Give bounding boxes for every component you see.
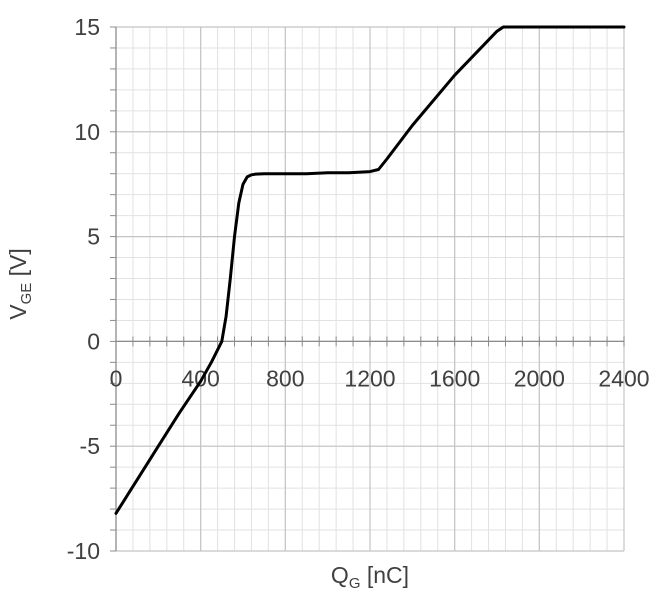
y-tick-labels: 15 10 5 0 -5 -10 (67, 14, 100, 564)
x-tick-label: 1600 (429, 365, 480, 391)
major-gridlines (115, 26, 625, 552)
vge-vs-qg-series-line (114, 25, 626, 515)
y-tick-label: 5 (87, 224, 100, 250)
x-tick-labels: 0 400 800 1200 1600 2000 2400 (110, 365, 650, 391)
y-tick-label: -5 (80, 433, 100, 459)
y-tick-label: 0 (87, 328, 100, 354)
axes (110, 26, 625, 552)
y-axis-title: VGE [V] (5, 248, 35, 320)
x-axis-title-subscript: G (349, 575, 361, 591)
y-tick-label: 15 (74, 14, 100, 40)
y-axis-title-unit: [V] (5, 248, 31, 283)
x-tick-label: 1200 (344, 365, 395, 391)
y-axis-title-subscript: GE (18, 283, 35, 305)
x-tick-label: 800 (266, 365, 304, 391)
y-tick-label: 10 (74, 119, 100, 145)
x-tick-label: 2400 (598, 365, 649, 391)
x-axis-title: QG [nC] (331, 562, 409, 591)
x-tick-label: 0 (110, 365, 123, 391)
x-tick-label: 2000 (514, 365, 565, 391)
y-tick-label: -10 (67, 538, 100, 564)
x-axis-title-unit: [nC] (360, 562, 409, 588)
y-axis-title-main: V (5, 304, 31, 320)
x-axis-title-main: Q (331, 562, 349, 588)
